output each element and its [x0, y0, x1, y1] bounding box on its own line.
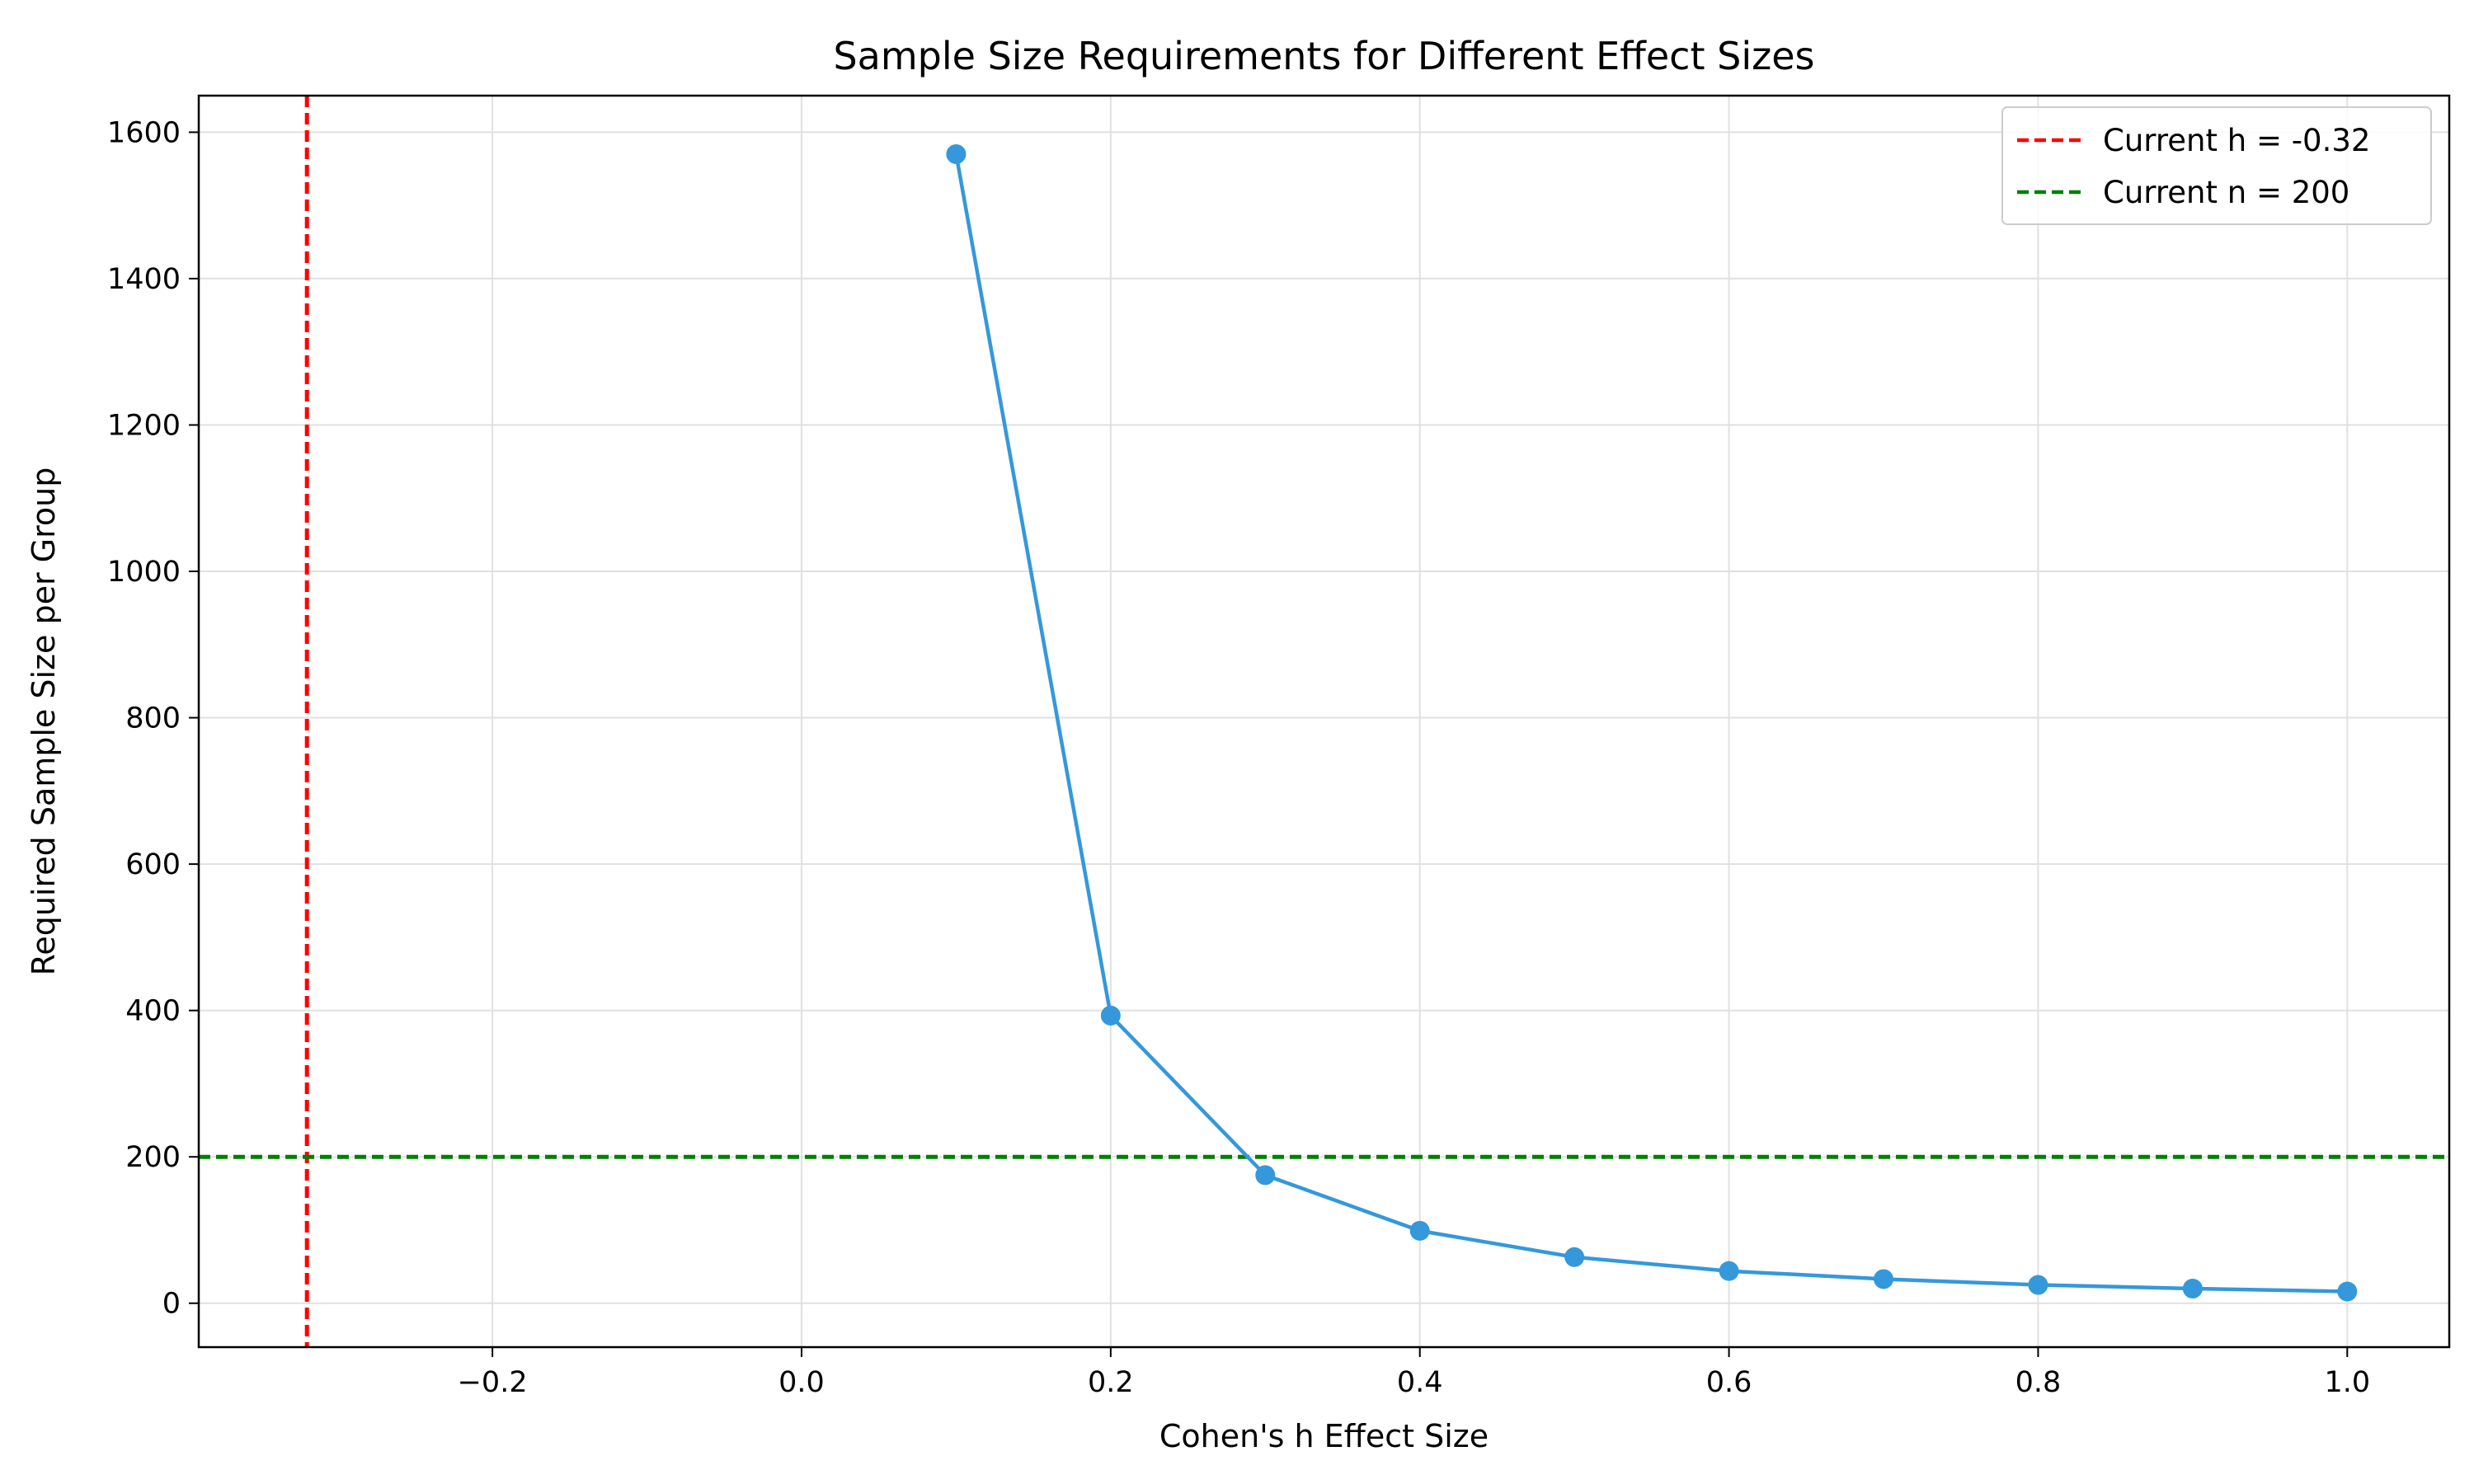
y-axis-ticks: 0 200 400 600 800 1000 1200 1400 1600 — [107, 116, 199, 1321]
reference-lines — [199, 96, 2449, 1347]
x-tick-label: 0.4 — [1397, 1366, 1443, 1399]
x-axis-ticks: −0.2 0.0 0.2 0.4 0.6 0.8 1.0 — [458, 1347, 2370, 1399]
data-point — [1409, 1220, 1430, 1241]
y-tick-label: 1200 — [107, 409, 181, 442]
data-point — [1719, 1261, 1739, 1281]
y-tick-label: 1000 — [107, 556, 181, 589]
legend-label-vertical-ref: Current h = -0.32 — [2103, 123, 2370, 158]
x-tick-label: 0.8 — [2015, 1366, 2062, 1399]
data-point — [1874, 1269, 1894, 1289]
x-tick-label: 0.6 — [1706, 1366, 1752, 1399]
legend: Current h = -0.32 Current n = 200 — [2001, 106, 2432, 225]
data-point — [2337, 1281, 2358, 1302]
y-tick-label: 800 — [125, 702, 181, 735]
y-tick-label: 0 — [162, 1288, 181, 1321]
series-line — [954, 153, 2348, 1294]
data-point — [2182, 1278, 2203, 1298]
x-tick-label: 0.2 — [1088, 1366, 1134, 1399]
y-tick-label: 600 — [125, 848, 181, 881]
x-tick-label: 0.0 — [778, 1366, 825, 1399]
chart-title: Sample Size Requirements for Different E… — [833, 34, 1814, 78]
data-point — [1564, 1247, 1585, 1267]
x-tick-label: 1.0 — [2324, 1366, 2370, 1399]
x-axis-label: Cohen's h Effect Size — [1159, 1418, 1489, 1454]
y-tick-label: 200 — [125, 1141, 181, 1174]
y-tick-label: 400 — [125, 995, 181, 1028]
y-axis-label: Required Sample Size per Group — [26, 467, 62, 976]
data-point — [946, 144, 967, 165]
series-layer — [946, 144, 2358, 1302]
plot-area-frame — [197, 94, 2451, 1349]
x-tick-label: −0.2 — [458, 1366, 528, 1399]
legend-box — [2001, 106, 2432, 225]
data-point — [1100, 1005, 1121, 1026]
y-tick-label: 1400 — [107, 263, 181, 296]
legend-label-horizontal-ref: Current n = 200 — [2103, 175, 2349, 210]
y-tick-label: 1600 — [107, 116, 181, 149]
data-point — [1255, 1165, 1276, 1186]
data-point — [2028, 1275, 2048, 1295]
